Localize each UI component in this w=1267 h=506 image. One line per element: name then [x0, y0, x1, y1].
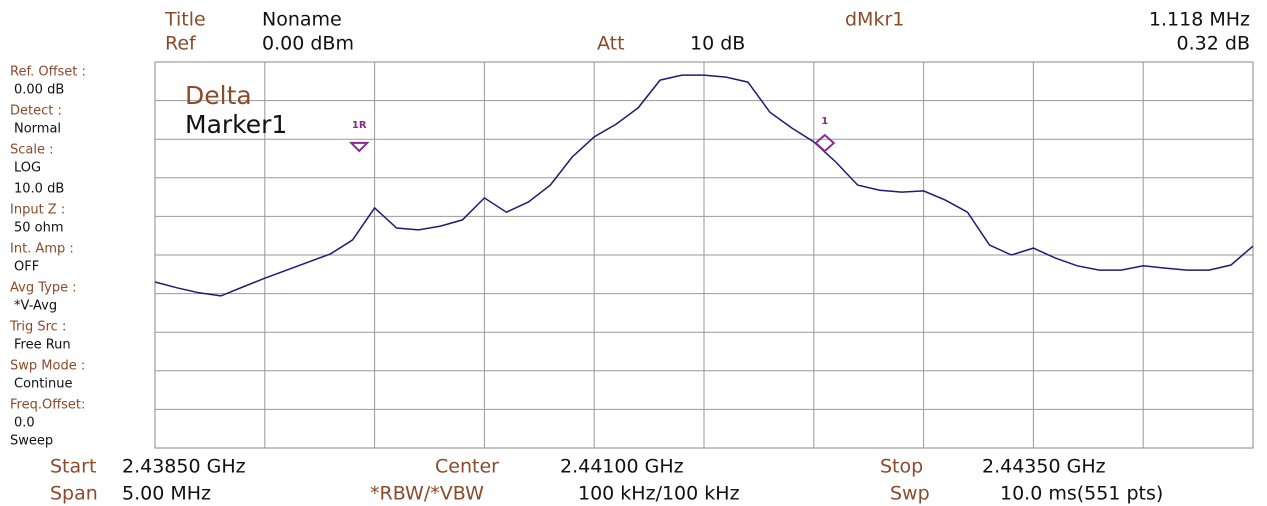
swp-label: Swp: [890, 483, 930, 505]
ref-value: 0.00 dBm: [262, 33, 354, 55]
start-value: 2.43850 GHz: [122, 456, 246, 478]
side-value: Free Run: [14, 338, 71, 353]
marker-label: 1: [821, 116, 828, 127]
center-value: 2.44100 GHz: [560, 456, 684, 478]
side-label: Int. Amp :: [10, 242, 74, 257]
marker-ref: [348, 141, 370, 153]
center-label: Center: [435, 456, 499, 478]
att-label: Att: [597, 33, 625, 55]
bw-value: 100 kHz/100 kHz: [578, 483, 740, 505]
mode-label: Delta: [185, 81, 252, 110]
side-value: *V-Avg: [14, 299, 57, 314]
side-label: Ref. Offset :: [10, 65, 86, 80]
bw-label: *RBW/*VBW: [370, 483, 484, 505]
marker-delta: [814, 133, 836, 153]
header: Title Noname Ref 0.00 dBm Att 10 dB dMkr…: [164, 9, 1250, 55]
side-value: 0.00 dB: [14, 83, 64, 98]
side-value: 0.0: [14, 416, 35, 431]
side-label: Input Z :: [10, 203, 65, 218]
plot: 1R 1: [154, 61, 1254, 449]
side-value: OFF: [14, 260, 39, 275]
trace: [154, 74, 1254, 297]
span-label: Span: [50, 483, 98, 505]
side-value: 50 ohm: [14, 221, 64, 236]
marker-label: 1R: [352, 120, 367, 131]
side-label: Swp Mode :: [10, 359, 85, 374]
side-value: Continue: [14, 377, 72, 392]
marker-label: Marker1: [185, 110, 287, 139]
side-value: LOG: [14, 161, 41, 176]
sweep-label: Sweep: [10, 434, 53, 449]
side-panel: Ref. Offset : 0.00 dB Detect : Normal Scale …: [9, 65, 86, 431]
side-value: Normal: [14, 122, 61, 137]
side-label: Detect :: [10, 104, 62, 119]
footer: Start 2.43850 GHz Center 2.44100 GHz Sto…: [50, 456, 1163, 505]
dmkr-freq: 1.118 MHz: [1149, 9, 1250, 31]
title-label: Title: [164, 9, 206, 31]
side-value: 10.0 dB: [14, 182, 64, 197]
swp-value: 10.0 ms(551 pts): [1000, 483, 1163, 505]
stop-value: 2.44350 GHz: [982, 456, 1106, 478]
start-label: Start: [50, 456, 96, 478]
side-label: Freq.Offset:: [10, 398, 85, 413]
side-label: Scale :: [10, 143, 54, 158]
side-label: Trig Src :: [9, 320, 66, 335]
dmkr-label: dMkr1: [845, 9, 904, 31]
dmkr-level: 0.32 dB: [1177, 33, 1250, 55]
span-value: 5.00 MHz: [122, 483, 211, 505]
side-label: Avg Type :: [10, 281, 77, 296]
stop-label: Stop: [880, 456, 923, 478]
title-value: Noname: [262, 9, 342, 31]
att-value: 10 dB: [690, 33, 745, 55]
ref-label: Ref: [165, 33, 197, 55]
